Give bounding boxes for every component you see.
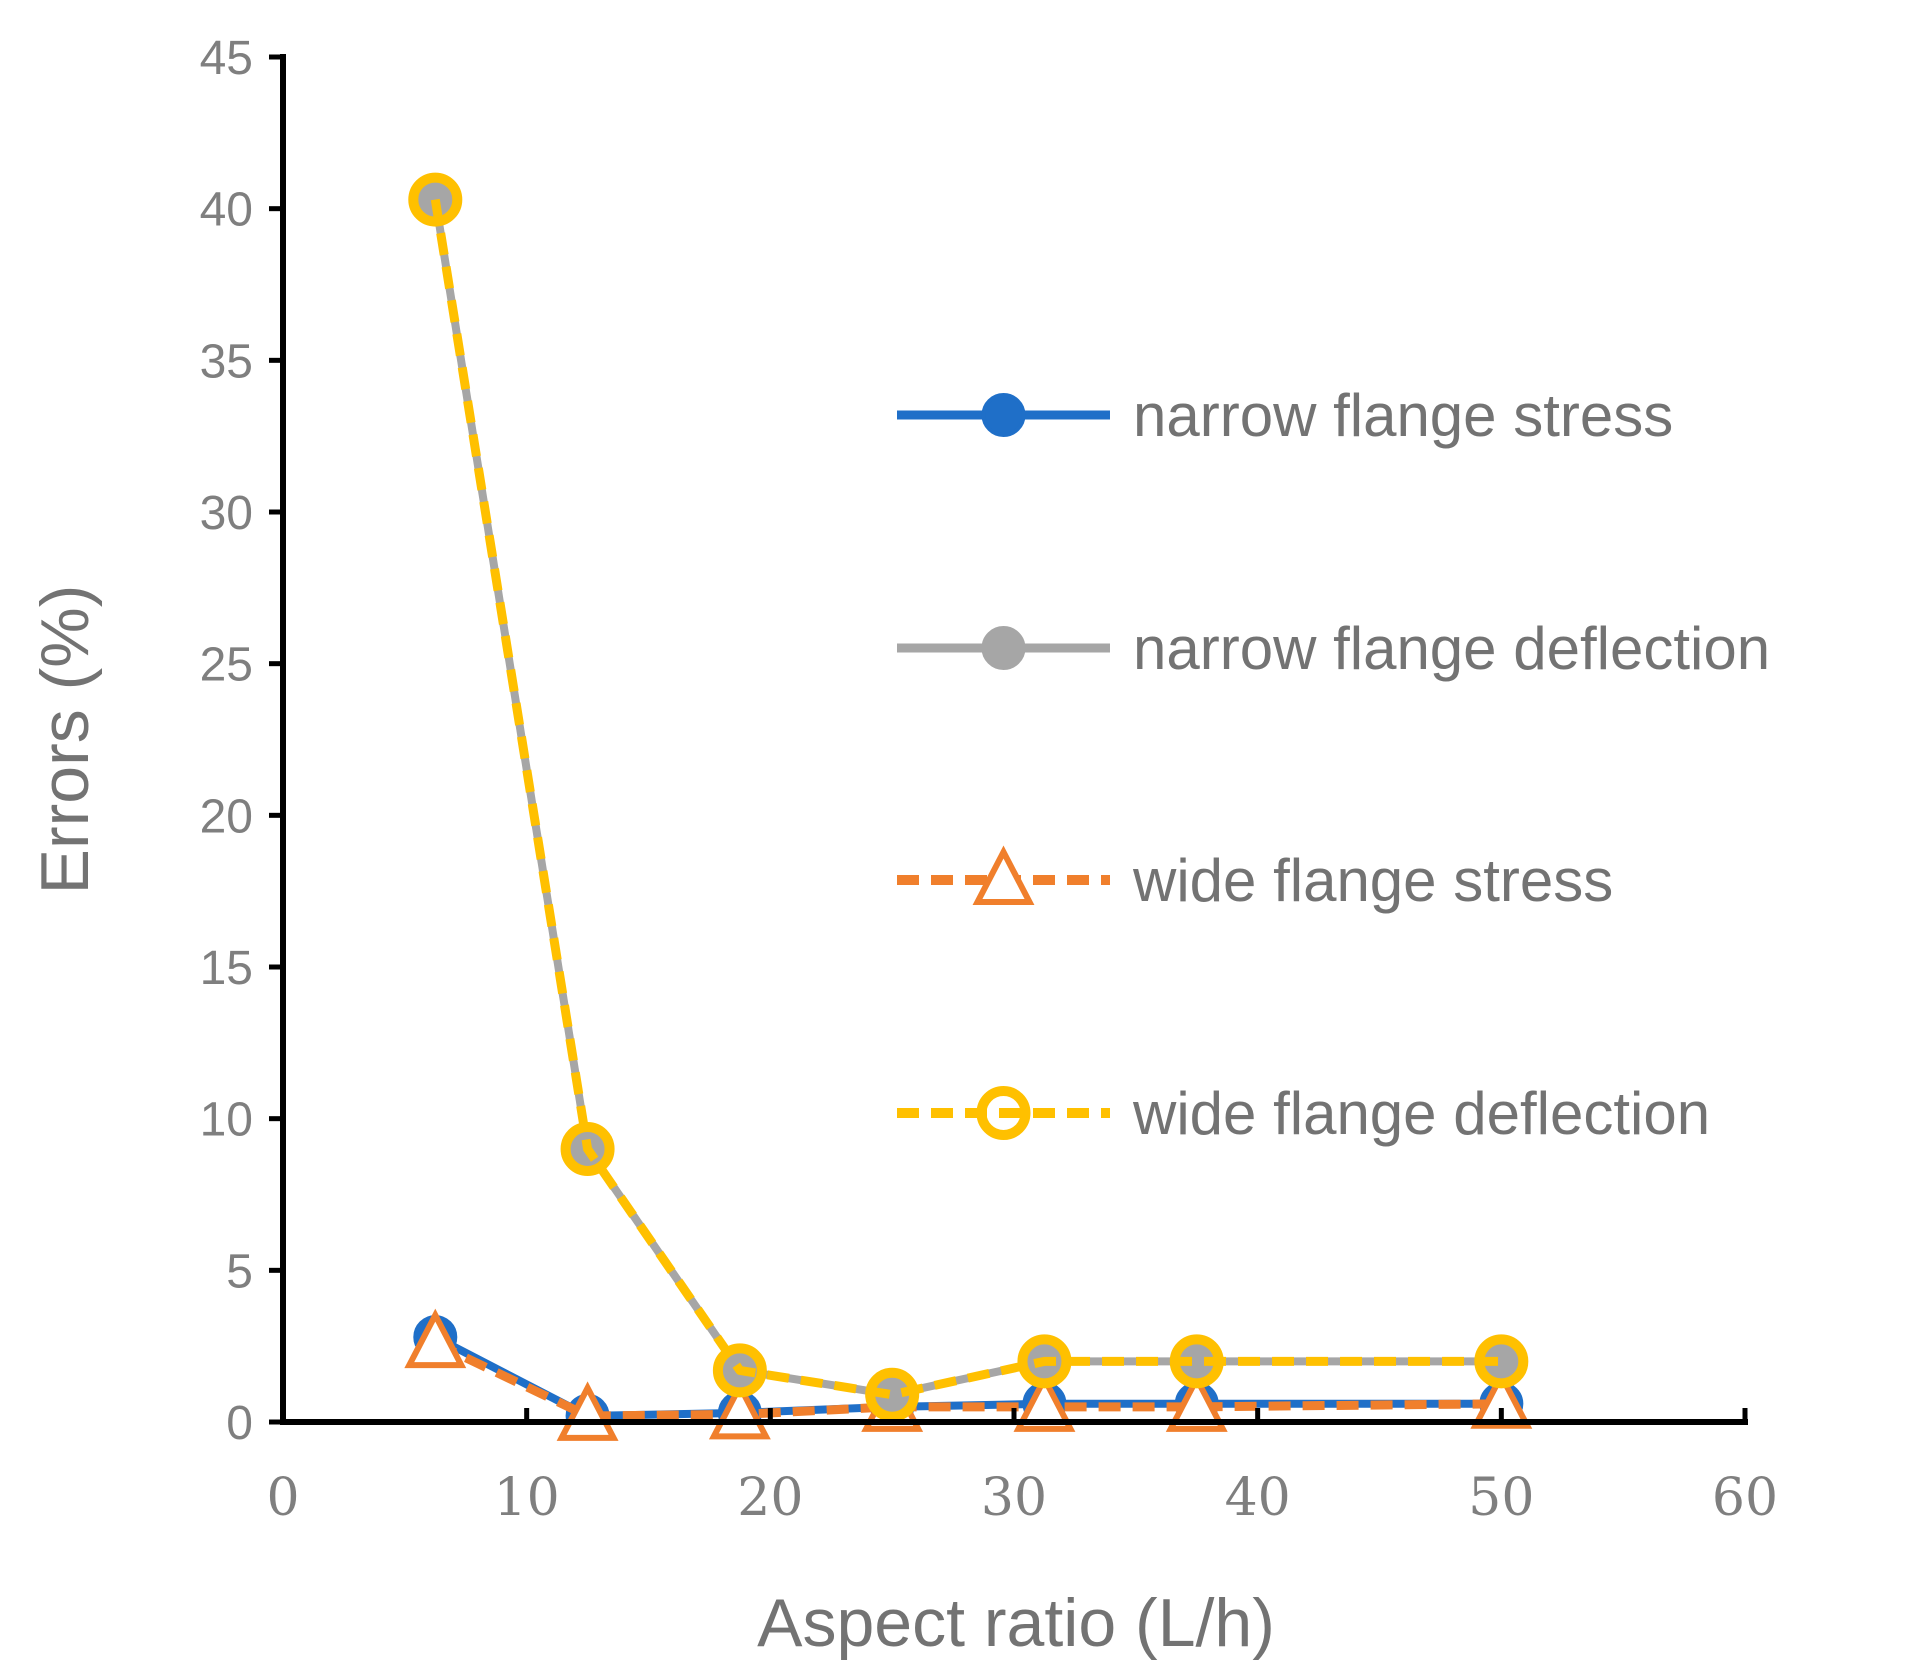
- data-point: [404, 1308, 467, 1369]
- x-tick-label: 30: [981, 1468, 1047, 1528]
- axes: [280, 54, 1748, 1425]
- data-point: [556, 1381, 619, 1441]
- ticks: 0 5 10 15 20 25 30 35 40 45 0 10 20 30 40 50 60: [200, 32, 1778, 1528]
- y-tick-label: 5: [226, 1245, 253, 1298]
- data-point: [1470, 1369, 1533, 1429]
- x-tick-label: 0: [266, 1468, 299, 1528]
- legend-label: narrow flange deflection: [1133, 615, 1770, 682]
- data-point: [1165, 1372, 1228, 1432]
- y-tick-label: 45: [200, 32, 253, 85]
- data-point: [560, 1122, 615, 1176]
- legend-item: wide flange stress: [897, 845, 1613, 914]
- series-line: [431, 198, 1502, 1399]
- y-tick-label: 10: [200, 1094, 253, 1147]
- x-tick-label: 20: [737, 1468, 803, 1528]
- data-point: [1013, 1372, 1076, 1432]
- legend-marker: [976, 1086, 1031, 1140]
- data-point: [1169, 1334, 1224, 1389]
- series-wide-flange-deflection: [408, 172, 1529, 1422]
- data-point: [712, 1343, 767, 1398]
- x-tick-label: 40: [1225, 1468, 1291, 1528]
- legend-marker: [972, 845, 1035, 905]
- series-layer: [404, 172, 1533, 1441]
- legend-label: narrow flange stress: [1133, 382, 1673, 449]
- legend-label: wide flange deflection: [1132, 1080, 1710, 1147]
- x-tick-label: 10: [494, 1468, 560, 1528]
- data-point: [1017, 1334, 1072, 1389]
- y-tick-label: 25: [200, 639, 253, 692]
- x-tick-label: 50: [1468, 1468, 1534, 1528]
- y-tick-label: 20: [200, 790, 253, 843]
- data-point: [1474, 1334, 1529, 1389]
- legend-marker: [981, 393, 1026, 437]
- y-tick-label: 15: [200, 942, 253, 995]
- y-axis-title: Errors (%): [27, 585, 103, 895]
- x-tick-label: 60: [1712, 1468, 1778, 1528]
- y-tick-label: 30: [200, 487, 253, 540]
- legend-label: wide flange stress: [1132, 847, 1613, 914]
- legend-item: narrow flange deflection: [897, 615, 1770, 682]
- y-tick-label: 0: [226, 1397, 253, 1450]
- series-line: [430, 198, 1502, 1400]
- legend: narrow flange stress narrow flange deflec…: [897, 382, 1770, 1147]
- legend-item: narrow flange stress: [897, 382, 1673, 449]
- series-narrow-flange-deflection: [413, 177, 1524, 1417]
- y-tick-label: 40: [200, 184, 253, 237]
- y-tick-label: 35: [200, 335, 253, 388]
- legend-marker: [981, 626, 1026, 670]
- data-point: [408, 172, 463, 227]
- x-axis-title: Aspect ratio (L/h): [757, 1585, 1275, 1661]
- legend-item: wide flange deflection: [897, 1080, 1710, 1147]
- data-point: [865, 1367, 920, 1422]
